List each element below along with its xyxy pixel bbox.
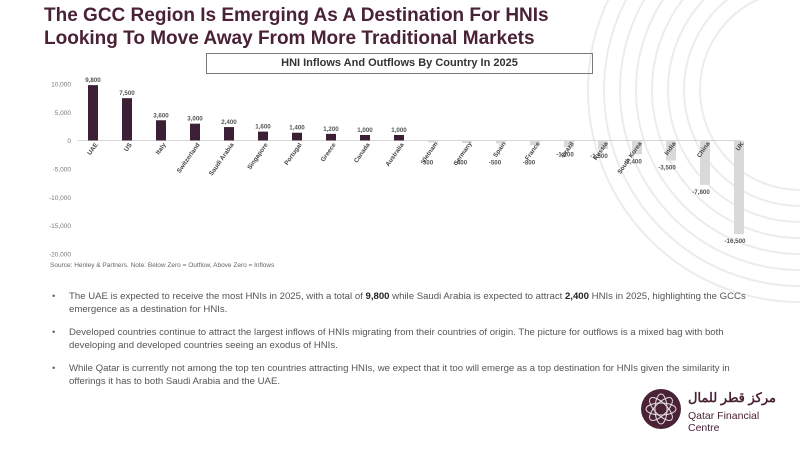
hni-bar-chart: 10,0005,0000-5,000-10,000-15,000-20,000 …	[49, 77, 746, 259]
value-label: 9,800	[85, 77, 101, 84]
value-label: -400	[455, 160, 468, 167]
value-label: 1,600	[255, 124, 271, 131]
bullet-1-uae-value: 9,800	[365, 291, 390, 302]
value-label: -300	[421, 160, 434, 167]
logo-english-text: Qatar Financial Centre	[688, 410, 760, 434]
value-label: 1,200	[323, 126, 339, 133]
bar-russia	[598, 140, 608, 150]
y-tick-label: 10,000	[51, 82, 71, 89]
bullet-qatar: While Qatar is currently not among the t…	[52, 363, 752, 388]
bar-germany	[462, 140, 472, 143]
value-label: 2,400	[221, 119, 237, 126]
value-label: -7,800	[692, 189, 710, 196]
value-label: -3,500	[658, 165, 676, 172]
category-label: Switzerland	[176, 142, 202, 175]
y-axis: 10,000 5,000 0 -5,000 -10,000 -15,000 -20,000	[49, 82, 71, 259]
category-label: Canada	[353, 141, 372, 164]
qfc-logo: مركز قطر للمال Qatar Financial Centre	[640, 388, 780, 434]
bar-uk	[734, 140, 744, 235]
category-labels: UAE US Italy Switzerland Saudi Arabia Singapo…	[86, 140, 746, 177]
bar-uae	[88, 85, 98, 141]
bar-singapore	[258, 131, 268, 141]
bar-canada	[360, 135, 370, 141]
bar-italy	[156, 120, 166, 141]
bar-south-korea	[632, 140, 642, 155]
y-tick-label: 0	[67, 138, 71, 145]
value-label: -800	[523, 160, 536, 167]
value-label: 3,000	[187, 116, 203, 123]
value-label: 1,000	[391, 127, 407, 134]
value-label: 7,500	[119, 90, 135, 97]
category-label: Portugal	[283, 142, 304, 167]
category-label: Singapore	[246, 141, 270, 171]
insight-bullets: The UAE is expected to receive the most …	[52, 291, 752, 399]
bar-australia	[394, 135, 404, 141]
y-tick-label: 5,000	[55, 110, 72, 117]
bar-spain	[496, 140, 506, 144]
bar-china	[700, 140, 710, 185]
value-label: 1,000	[357, 127, 373, 134]
page-title-line-2: Looking To Move Away From More Tradition…	[44, 28, 535, 49]
bullet-uae-saudi: The UAE is expected to receive the most …	[52, 291, 752, 316]
bullet-1-text-c: HNIs in 2025, highlighting the GCCs emer…	[69, 291, 746, 315]
bar-vietnam	[428, 140, 438, 143]
bar-greece	[326, 133, 336, 141]
page-title: The GCC Region Is Emerging As A Destinat…	[44, 4, 584, 50]
bar-france	[530, 140, 540, 146]
y-tick-label: -10,000	[49, 195, 71, 202]
bar-india	[666, 140, 676, 161]
bar-portugal	[292, 132, 302, 141]
category-label: Greece	[320, 141, 338, 163]
page-title-line-1: The GCC Region Is Emerging As A Destinat…	[44, 5, 549, 26]
value-label: 1,400	[289, 125, 305, 132]
category-label: UAE	[86, 142, 99, 157]
category-label: Italy	[155, 141, 168, 156]
bar-saudi-arabia	[224, 127, 234, 141]
bar-brazil	[564, 140, 574, 148]
category-label: UK	[735, 140, 746, 152]
bullet-1-text-b: while Saudi Arabia is expected to attrac…	[389, 291, 565, 302]
category-label: US	[123, 142, 134, 153]
category-label: Saudi Arabia	[208, 141, 236, 177]
value-label: -1,200	[556, 151, 574, 158]
category-label: France	[524, 140, 542, 161]
value-label: 3,600	[153, 112, 169, 119]
y-tick-label: -5,000	[53, 167, 72, 174]
chart-source-note: Source: Henley & Partners. Note: Below Z…	[50, 262, 275, 269]
bar-us	[122, 98, 132, 141]
category-label: Spain	[492, 141, 508, 159]
y-tick-label: -15,000	[49, 223, 71, 230]
value-label: -16,500	[725, 238, 747, 245]
value-label: -2,400	[624, 158, 642, 165]
bar-series	[78, 85, 744, 235]
y-tick-label: -20,000	[49, 252, 71, 259]
bar-switzerland	[190, 123, 200, 141]
category-label: Australia	[384, 141, 405, 167]
bullet-1-saudi-value: 2,400	[564, 291, 589, 302]
value-label: -500	[489, 160, 502, 167]
bullet-developed-countries: Developed countries continue to attract …	[52, 327, 752, 352]
logo-arabic-text: مركز قطر للمال	[688, 390, 776, 405]
chart-title: HNI Inflows And Outflows By Country In 2…	[206, 53, 593, 74]
qfc-logo-mark-icon	[641, 389, 681, 429]
bullet-1-text-a: The UAE is expected to receive the most …	[69, 291, 366, 302]
value-label: -1,500	[590, 153, 608, 160]
value-labels: 9,800 7,500 3,600 3,000 2,400 1,600 1,400 1,200…	[85, 77, 746, 245]
